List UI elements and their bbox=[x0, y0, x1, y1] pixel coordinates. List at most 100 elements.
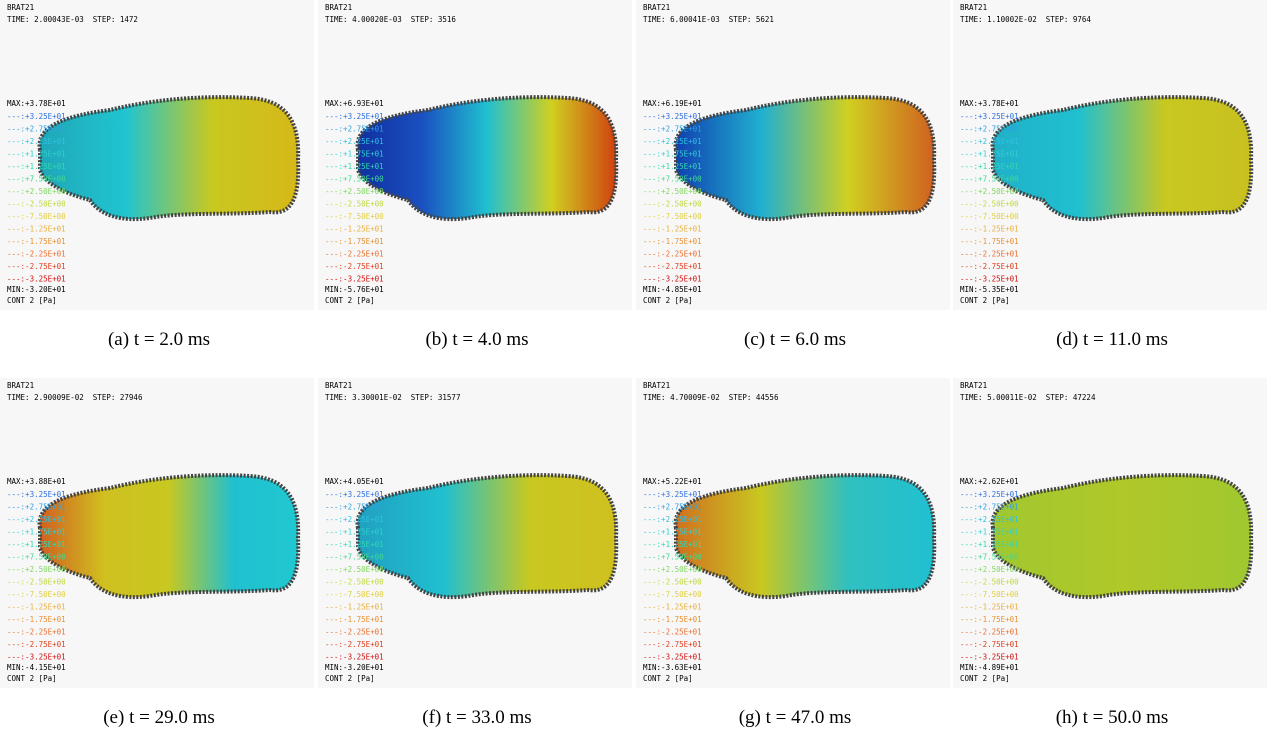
legend-level: ---:-1.25E+01 bbox=[643, 225, 702, 234]
legend-level: ---:+1.75E+01 bbox=[325, 150, 384, 159]
legend-level: ---:-2.50E+00 bbox=[643, 578, 702, 587]
legend-level: ---:-3.25E+01 bbox=[7, 275, 66, 284]
time-step: TIME: 3.30001E-02 STEP: 31577 bbox=[325, 393, 460, 402]
time-step: TIME: 2.90009E-02 STEP: 27946 bbox=[7, 393, 143, 402]
legend-level: ---:+1.25E+01 bbox=[7, 162, 66, 171]
legend-level: ---:+2.75E+01 bbox=[643, 503, 702, 512]
legend-level: ---:+3.25E+01 bbox=[7, 112, 66, 121]
legend-level: ---:+2.75E+01 bbox=[960, 503, 1019, 512]
unit: CONT 2 [Pa] bbox=[325, 296, 375, 305]
max-value: MAX:+3.78E+01 bbox=[7, 99, 66, 108]
legend-level: ---:+2.25E+01 bbox=[643, 515, 702, 524]
legend-level: ---:-2.25E+01 bbox=[643, 628, 702, 637]
panel: BRAT21 TIME: 2.00043E-03 STEP: 1472 MAX:+3… bbox=[0, 0, 314, 350]
min-value: MIN:-5.76E+01 bbox=[325, 285, 384, 294]
legend-level: ---:+1.25E+01 bbox=[325, 162, 384, 171]
legend-level: ---:+7.50E+00 bbox=[960, 175, 1019, 184]
legend-level: ---:-2.25E+01 bbox=[643, 250, 702, 259]
legend-level: ---:-2.75E+01 bbox=[325, 640, 384, 649]
legend-level: ---:+3.25E+01 bbox=[960, 490, 1019, 499]
legend-level: ---:+7.50E+00 bbox=[325, 175, 384, 184]
legend-level: ---:+3.25E+01 bbox=[643, 112, 702, 121]
legend-level: ---:+1.75E+01 bbox=[7, 150, 66, 159]
panel: BRAT21 TIME: 2.90009E-02 STEP: 27946 MAX:+… bbox=[0, 378, 314, 728]
legend-level: ---:+2.50E+00 bbox=[643, 565, 702, 574]
legend-level: ---:-1.25E+01 bbox=[325, 225, 384, 234]
panel: BRAT21 TIME: 1.10002E-02 STEP: 9764 MAX:+3… bbox=[953, 0, 1267, 350]
header: BRAT21 bbox=[960, 3, 987, 12]
min-value: MIN:-3.63E+01 bbox=[643, 663, 702, 672]
legend-level: ---:+1.75E+01 bbox=[643, 150, 702, 159]
legend-level: ---:+2.25E+01 bbox=[643, 137, 702, 146]
header: BRAT21 bbox=[7, 381, 34, 390]
legend-level: ---:-1.75E+01 bbox=[643, 615, 702, 624]
legend-level: ---:-2.75E+01 bbox=[960, 262, 1019, 271]
legend-level: ---:-1.75E+01 bbox=[960, 615, 1019, 624]
legend-level: ---:-1.25E+01 bbox=[325, 603, 384, 612]
min-value: MIN:-3.20E+01 bbox=[325, 663, 384, 672]
header: BRAT21 bbox=[7, 3, 34, 12]
legend-level: ---:-2.50E+00 bbox=[643, 200, 702, 209]
legend-level: ---:-2.75E+01 bbox=[325, 262, 384, 271]
legend-level: ---:-1.25E+01 bbox=[960, 603, 1019, 612]
legend-level: ---:-2.75E+01 bbox=[960, 640, 1019, 649]
legend-level: ---:-7.50E+00 bbox=[325, 212, 384, 221]
legend-level: ---:-2.75E+01 bbox=[643, 640, 702, 649]
legend-level: ---:-1.25E+01 bbox=[7, 225, 66, 234]
legend-level: ---:+1.25E+01 bbox=[960, 540, 1019, 549]
legend-level: ---:-2.25E+01 bbox=[325, 628, 384, 637]
panel: BRAT21 TIME: 4.00020E-03 STEP: 3516 MAX:+6… bbox=[318, 0, 632, 350]
legend-level: ---:-1.25E+01 bbox=[7, 603, 66, 612]
legend-level: ---:+7.50E+00 bbox=[643, 553, 702, 562]
legend-level: ---:-1.75E+01 bbox=[960, 237, 1019, 246]
legend-level: ---:+2.50E+00 bbox=[643, 187, 702, 196]
legend-level: ---:-7.50E+00 bbox=[643, 590, 702, 599]
legend-level: ---:-7.50E+00 bbox=[643, 212, 702, 221]
caption: (e) t = 29.0 ms bbox=[103, 707, 215, 728]
legend-level: ---:-1.25E+01 bbox=[960, 225, 1019, 234]
header: BRAT21 bbox=[325, 3, 352, 12]
unit: CONT 2 [Pa] bbox=[643, 674, 693, 683]
time-step: TIME: 2.00043E-03 STEP: 1472 bbox=[7, 15, 138, 24]
panel: BRAT21 TIME: 3.30001E-02 STEP: 31577 MAX:+… bbox=[318, 378, 632, 728]
max-value: MAX:+4.05E+01 bbox=[325, 477, 384, 486]
legend-level: ---:+1.75E+01 bbox=[643, 528, 702, 537]
unit: CONT 2 [Pa] bbox=[325, 674, 375, 683]
legend-level: ---:+2.50E+00 bbox=[7, 565, 66, 574]
caption: (h) t = 50.0 ms bbox=[1056, 707, 1169, 728]
legend-level: ---:+1.25E+01 bbox=[643, 162, 702, 171]
legend-level: ---:-1.25E+01 bbox=[643, 603, 702, 612]
legend-level: ---:-3.25E+01 bbox=[7, 653, 66, 662]
caption: (f) t = 33.0 ms bbox=[422, 707, 531, 728]
header: BRAT21 bbox=[960, 381, 987, 390]
min-value: MIN:-3.20E+01 bbox=[7, 285, 66, 294]
panel: BRAT21 TIME: 5.00011E-02 STEP: 47224 MAX:+… bbox=[953, 378, 1267, 728]
legend-level: ---:+2.50E+00 bbox=[960, 187, 1019, 196]
legend-level: ---:-3.25E+01 bbox=[643, 275, 702, 284]
header: BRAT21 bbox=[325, 381, 352, 390]
header: BRAT21 bbox=[643, 381, 670, 390]
legend-level: ---:-3.25E+01 bbox=[325, 275, 384, 284]
unit: CONT 2 [Pa] bbox=[960, 674, 1010, 683]
legend-level: ---:+2.50E+00 bbox=[325, 565, 384, 574]
legend-level: ---:-1.75E+01 bbox=[325, 237, 384, 246]
legend-level: ---:-2.50E+00 bbox=[7, 578, 66, 587]
legend-level: ---:-2.50E+00 bbox=[325, 578, 384, 587]
panel: BRAT21 TIME: 6.00041E-03 STEP: 5621 MAX:+6… bbox=[636, 0, 950, 350]
legend-level: ---:-1.75E+01 bbox=[325, 615, 384, 624]
legend-level: ---:+2.75E+01 bbox=[643, 125, 702, 134]
legend-level: ---:+2.75E+01 bbox=[7, 503, 66, 512]
legend-level: ---:+2.25E+01 bbox=[7, 515, 66, 524]
legend-level: ---:+1.75E+01 bbox=[325, 528, 384, 537]
legend-level: ---:+1.25E+01 bbox=[643, 540, 702, 549]
legend-level: ---:+2.25E+01 bbox=[325, 515, 384, 524]
legend-level: ---:+1.75E+01 bbox=[7, 528, 66, 537]
legend-level: ---:+2.75E+01 bbox=[325, 125, 384, 134]
legend-level: ---:-2.75E+01 bbox=[7, 262, 66, 271]
max-value: MAX:+3.88E+01 bbox=[7, 477, 66, 486]
legend-level: ---:+2.25E+01 bbox=[960, 515, 1019, 524]
legend-level: ---:+2.75E+01 bbox=[325, 503, 384, 512]
brain-mesh bbox=[37, 95, 301, 222]
legend-level: ---:+3.25E+01 bbox=[960, 112, 1019, 121]
brain-mesh bbox=[673, 473, 937, 600]
